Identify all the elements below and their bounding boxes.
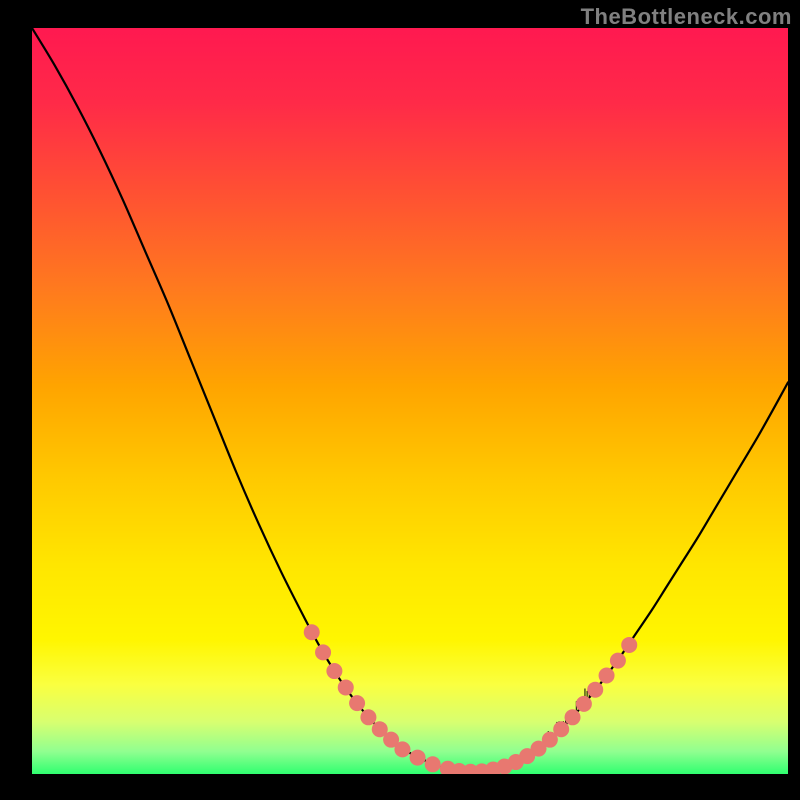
- data-marker: [610, 653, 626, 669]
- data-marker: [576, 696, 592, 712]
- data-marker: [349, 695, 365, 711]
- data-marker: [621, 637, 637, 653]
- data-marker: [587, 682, 603, 698]
- data-marker: [553, 721, 569, 737]
- data-marker: [315, 644, 331, 660]
- data-marker: [338, 679, 354, 695]
- data-marker: [304, 624, 320, 640]
- marker-group: [304, 624, 638, 774]
- data-marker: [326, 663, 342, 679]
- plot-area: [32, 28, 788, 774]
- data-marker: [394, 741, 410, 757]
- data-marker: [360, 709, 376, 725]
- data-marker: [425, 756, 441, 772]
- watermark-text: TheBottleneck.com: [581, 4, 792, 30]
- chart-root: TheBottleneck.com: [0, 0, 800, 800]
- data-marker: [410, 750, 426, 766]
- data-marker: [565, 709, 581, 725]
- curve-layer: [32, 28, 788, 774]
- data-marker: [599, 668, 615, 684]
- bottleneck-curve: [32, 28, 788, 772]
